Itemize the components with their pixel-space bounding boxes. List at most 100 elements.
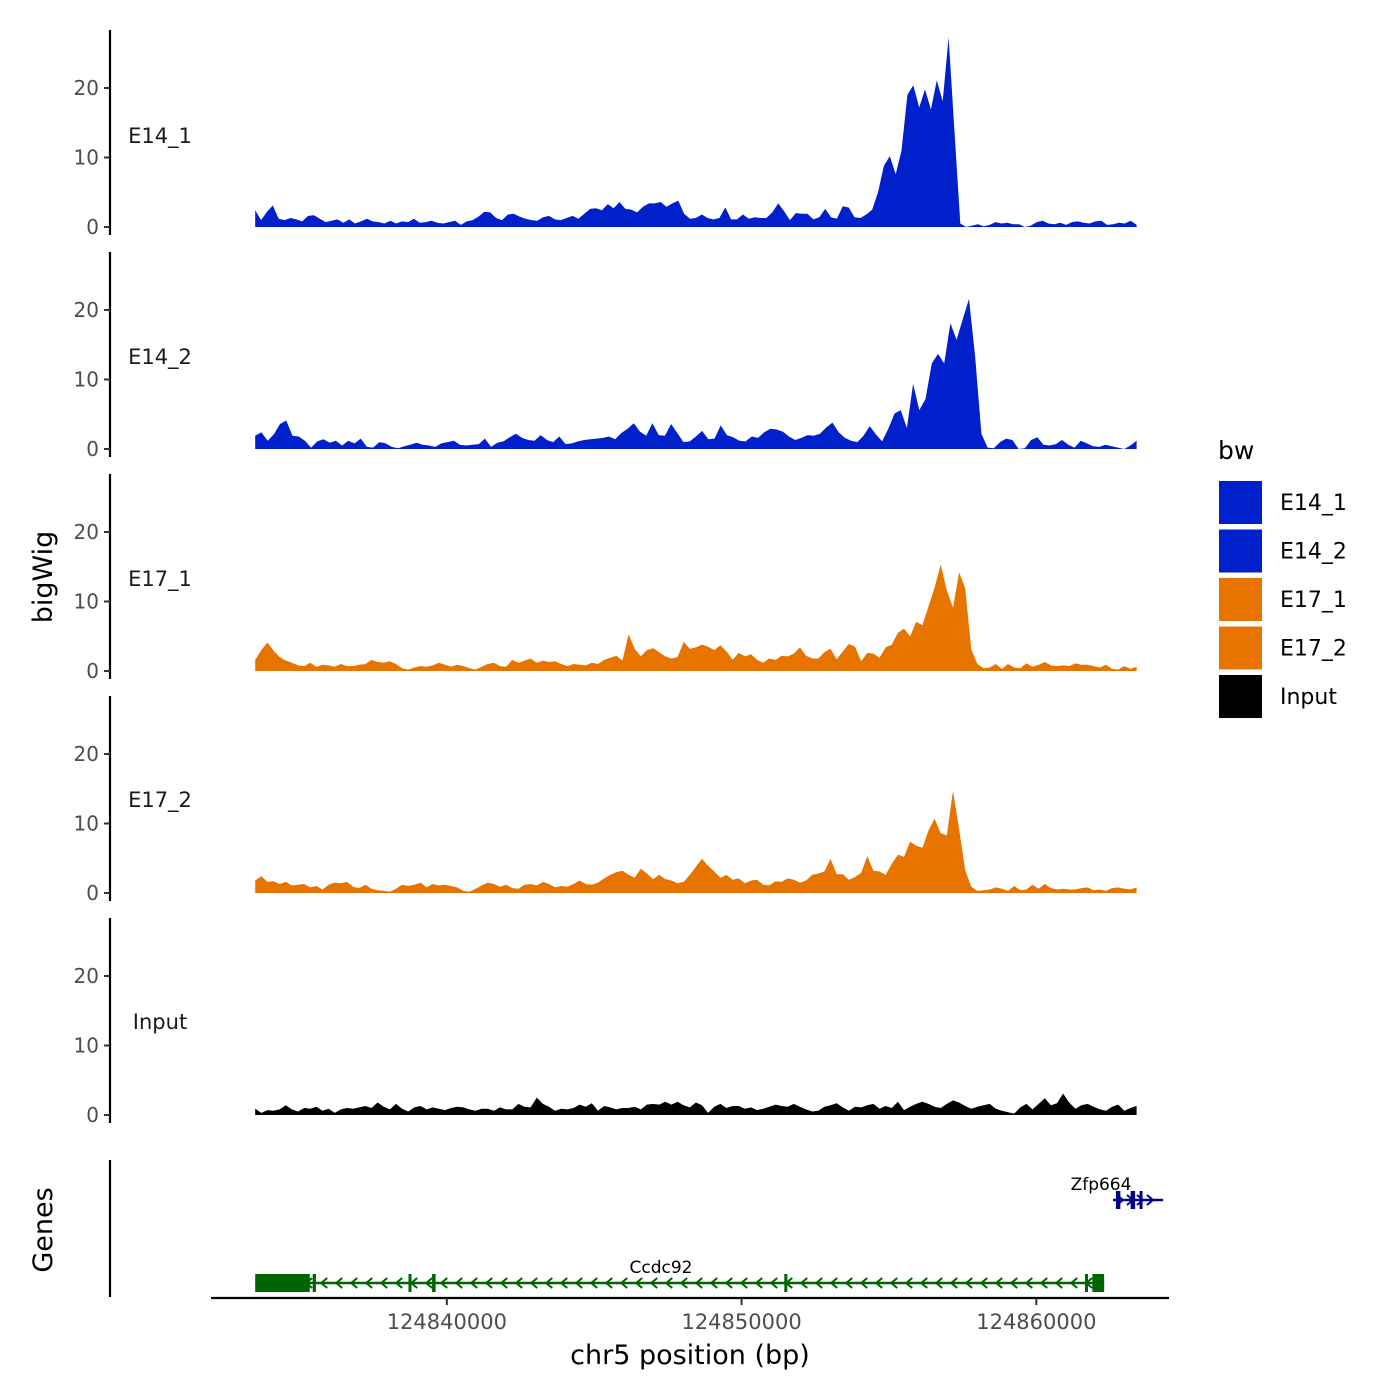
strand-chevron (349, 1277, 358, 1289)
legend-swatch-input (1217, 673, 1264, 720)
y-tick-label: 0 (86, 437, 99, 461)
strand-chevron (634, 1277, 643, 1289)
track-panel-e14_1: 0 10 20 E14_1 (74, 30, 1137, 239)
gene-zfp664: Zfp664 (1071, 1175, 1164, 1209)
strand-chevron (439, 1277, 448, 1289)
strand-chevron (334, 1277, 343, 1289)
gene-exon (432, 1274, 436, 1292)
track-label: E17_2 (128, 788, 192, 813)
track-label: E14_2 (128, 345, 192, 370)
y-tick-label: 0 (86, 659, 99, 683)
strand-chevron (814, 1277, 823, 1289)
x-axis-label: chr5 position (bp) (570, 1340, 810, 1371)
strand-chevron (964, 1277, 973, 1289)
gene-name-label: Ccdc92 (630, 1258, 693, 1278)
y-tick-label: 10 (74, 812, 99, 836)
genes-panel: Ccdc92 Zfp664 (108, 1160, 1164, 1297)
strand-chevron (484, 1277, 493, 1289)
strand-chevron (694, 1277, 703, 1289)
strand-chevron (799, 1277, 808, 1289)
y-tick-label: 20 (74, 520, 99, 544)
strand-chevron (499, 1277, 508, 1289)
strand-chevron (604, 1277, 613, 1289)
strand-chevron (919, 1277, 928, 1289)
strand-chevron (1146, 1194, 1155, 1206)
strand-chevron (619, 1277, 628, 1289)
legend-swatch-e14_2 (1217, 527, 1264, 575)
strand-chevron (739, 1277, 748, 1289)
strand-chevron (544, 1277, 553, 1289)
strand-chevron (514, 1277, 523, 1289)
strand-chevron (559, 1277, 568, 1289)
strand-chevron (589, 1277, 598, 1289)
strand-chevron (574, 1277, 583, 1289)
legend-title: bw (1218, 436, 1254, 465)
signal-area-e14_1 (255, 37, 1137, 227)
legend: bw E14_1 E14_2 E17_1 E17_2 Input (1217, 436, 1347, 720)
gene-name-label: Zfp664 (1071, 1175, 1132, 1195)
strand-chevron (529, 1277, 538, 1289)
strand-chevron (994, 1277, 1003, 1289)
y-tick-label: 10 (74, 1034, 99, 1058)
strand-chevron (829, 1277, 838, 1289)
strand-chevron (904, 1277, 913, 1289)
track-label: Input (133, 1010, 187, 1034)
y-tick-label: 20 (74, 76, 99, 100)
y-tick-label: 10 (74, 590, 99, 614)
signal-area-e14_2 (255, 298, 1137, 449)
strand-chevron (979, 1277, 988, 1289)
track-label: E17_1 (128, 567, 192, 592)
gene-exon (1084, 1274, 1088, 1292)
strand-chevron (1069, 1277, 1078, 1289)
signal-area-input (255, 1093, 1137, 1115)
legend-label: E14_2 (1280, 540, 1347, 565)
strand-chevron (1054, 1277, 1063, 1289)
strand-chevron (469, 1277, 478, 1289)
strand-chevron (934, 1277, 943, 1289)
y-tick-label: 20 (74, 964, 99, 988)
strand-chevron (769, 1277, 778, 1289)
y-tick-label: 10 (74, 146, 99, 170)
legend-swatch-e17_2 (1217, 624, 1264, 672)
strand-chevron (379, 1277, 388, 1289)
strand-chevron (724, 1277, 733, 1289)
legend-label: E17_1 (1280, 588, 1347, 613)
y-tick-label: 0 (86, 215, 99, 239)
x-tick-label: 124850000 (681, 1310, 801, 1334)
gene-exon (784, 1274, 788, 1292)
strand-chevron (424, 1277, 433, 1289)
x-axis: 124840000 124850000 124860000 (211, 1296, 1169, 1334)
strand-chevron (649, 1277, 658, 1289)
strand-chevron (1009, 1277, 1018, 1289)
y-tick-label: 20 (74, 298, 99, 322)
gene-ccdc92: Ccdc92 (255, 1258, 1105, 1292)
gene-exon (255, 1274, 310, 1292)
gene-exon (408, 1274, 412, 1292)
y-axis-label: bigWig (28, 531, 59, 624)
track-panel-e17_2: 0 10 20 E17_2 (74, 696, 1137, 905)
strand-chevron (889, 1277, 898, 1289)
gene-exon (1092, 1274, 1105, 1292)
gene-exon (1139, 1191, 1143, 1209)
strand-chevron (754, 1277, 763, 1289)
y-tick-label: 10 (74, 368, 99, 392)
signal-area-e17_2 (255, 790, 1137, 893)
track-panel-input: 0 10 20 Input (74, 918, 1137, 1127)
strand-chevron (364, 1277, 373, 1289)
legend-swatch-e17_1 (1217, 576, 1264, 623)
strand-chevron (709, 1277, 718, 1289)
strand-chevron (1039, 1277, 1048, 1289)
strand-chevron (394, 1277, 403, 1289)
strand-chevron (1136, 1194, 1145, 1206)
legend-label: E17_2 (1280, 637, 1347, 662)
track-panel-e17_1: 0 10 20 E17_1 (74, 474, 1137, 683)
signal-area-e17_1 (255, 564, 1137, 671)
strand-chevron (859, 1277, 868, 1289)
x-tick-label: 124840000 (387, 1310, 507, 1334)
signal-panels: 0 10 20 E14_1 0 10 20 E14_2 0 10 20 E17_1 0 10 20 E17_2… (74, 30, 1137, 1127)
strand-chevron (454, 1277, 463, 1289)
gene-exon (1115, 1191, 1121, 1209)
strand-chevron (874, 1277, 883, 1289)
genes-axis-label: Genes (28, 1187, 59, 1272)
